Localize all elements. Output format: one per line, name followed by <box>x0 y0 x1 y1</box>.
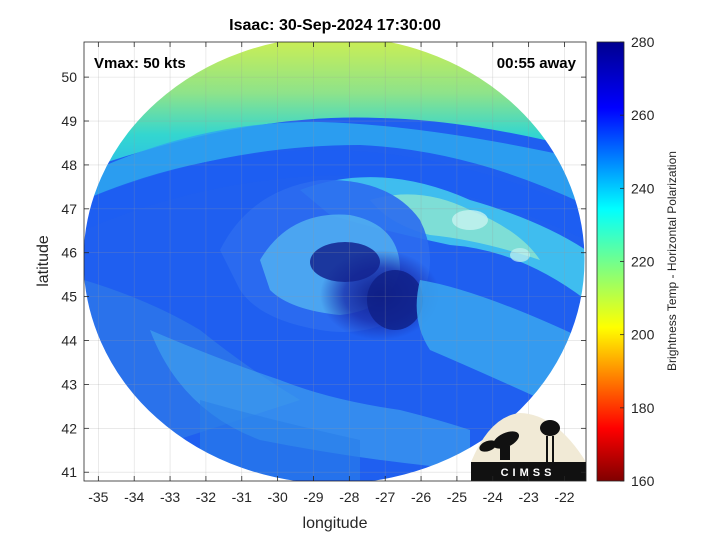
colorbar-tick-label: 220 <box>631 254 655 270</box>
colorbar-tick-label: 240 <box>631 180 655 196</box>
x-tick-label: -24 <box>483 489 503 505</box>
map-title: Isaac: 30-Sep-2024 17:30:00 <box>229 17 441 34</box>
x-tick-label: -32 <box>196 489 216 505</box>
y-tick-label: 48 <box>61 157 77 173</box>
y-tick-label: 42 <box>61 420 77 436</box>
y-axis-ticks: 41 42 43 44 45 46 47 48 49 50 <box>61 69 586 480</box>
cimss-logo-text: CIMSS <box>501 467 556 479</box>
vmax-label: Vmax: 50 kts <box>94 55 186 72</box>
grid-lines <box>84 42 586 481</box>
y-tick-label: 44 <box>61 333 77 349</box>
x-tick-label: -26 <box>411 489 431 505</box>
x-tick-label: -28 <box>339 489 359 505</box>
x-tick-label: -23 <box>519 489 539 505</box>
x-tick-label: -34 <box>124 489 144 505</box>
colorbar-label: Brightness Temp - Horizontal Polarizatio… <box>665 151 679 371</box>
colorbar-scale <box>596 41 625 482</box>
x-tick-label: -33 <box>160 489 180 505</box>
x-tick-label: -22 <box>554 489 574 505</box>
y-tick-label: 50 <box>61 69 77 85</box>
y-tick-label: 46 <box>61 245 77 261</box>
colorbar-tick-label: 260 <box>631 107 655 123</box>
colorbar-tick-label: 180 <box>631 400 655 416</box>
y-tick-label: 45 <box>61 289 77 305</box>
brightness-temperature-swath <box>84 42 585 481</box>
x-tick-label: -27 <box>375 489 395 505</box>
cimss-logo: CIMSS <box>471 413 586 481</box>
x-tick-label: -30 <box>268 489 288 505</box>
y-tick-label: 43 <box>61 376 77 392</box>
colorbar-tick-label: 160 <box>631 473 655 489</box>
colorbar-tick-label: 280 <box>631 34 655 50</box>
y-tick-label: 49 <box>61 113 77 129</box>
x-axis-ticks: -35 -34 -33 -32 -31 -30 -29 -28 -27 -26 -25 -24 -23-… <box>88 42 575 505</box>
plot-frame <box>83 41 587 482</box>
x-tick-label: -31 <box>232 489 252 505</box>
x-axis-label: longitude <box>303 515 368 532</box>
y-axis-label: latitude <box>35 235 52 287</box>
colorbar-ticks: 160 180 200 220 240 260 280 <box>620 34 655 489</box>
plot-area: Vmax: 50 kts 00:55 away CIMSS <box>84 42 586 481</box>
colorbar: 160 180 200 220 240 260 280 Brightness Temp - … <box>596 34 679 489</box>
x-tick-label: -25 <box>447 489 467 505</box>
x-tick-label: -35 <box>88 489 108 505</box>
y-tick-label: 47 <box>61 201 77 217</box>
time-away-label: 00:55 away <box>497 55 577 72</box>
colorbar-tick-label: 200 <box>631 327 655 343</box>
x-tick-label: -29 <box>303 489 323 505</box>
y-tick-label: 41 <box>61 464 77 480</box>
